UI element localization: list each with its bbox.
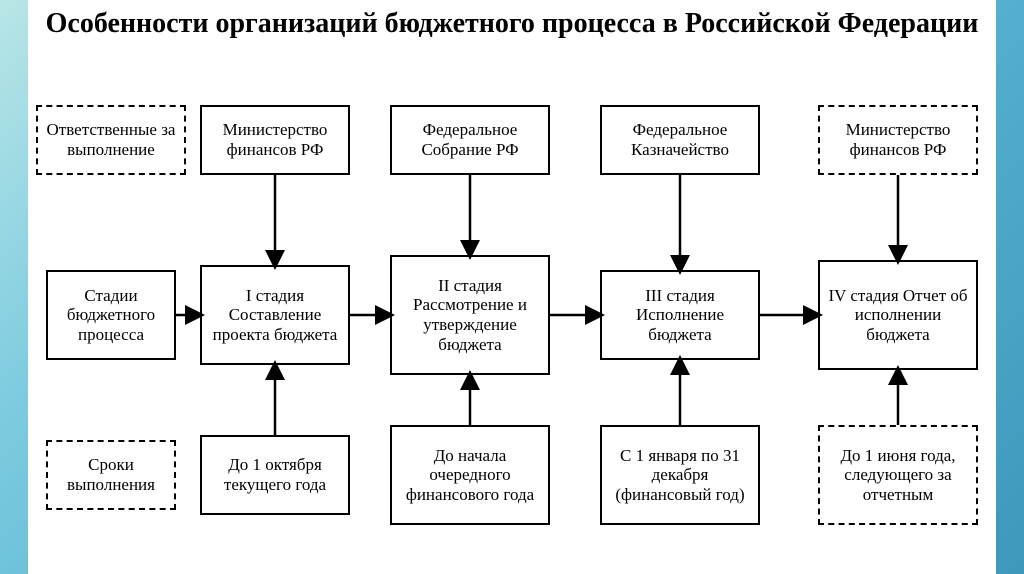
box-stages-label: Стадии бюджетного процесса	[46, 270, 176, 360]
slide-canvas: Особенности организаций бюджетного проце…	[28, 0, 996, 574]
box-deadline-3: С 1 января по 31 декабря (финансовый год…	[600, 425, 760, 525]
page-title: Особенности организаций бюджетного проце…	[28, 6, 996, 41]
box-responsible-2: Федеральное Собрание РФ	[390, 105, 550, 175]
box-stage-3: III стадия Исполнение бюджета	[600, 270, 760, 360]
box-responsible-1: Министерство финансов РФ	[200, 105, 350, 175]
box-stage-1: I стадия Составление проекта бюджета	[200, 265, 350, 365]
box-stage-4: IV стадия Отчет об исполнении бюджета	[818, 260, 978, 370]
box-deadline-1: До 1 октября текущего года	[200, 435, 350, 515]
box-deadlines-label: Сроки выполнения	[46, 440, 176, 510]
box-deadline-2: До начала очередного финансового года	[390, 425, 550, 525]
box-stage-2: II стадия Рассмотрение и утверждение бюд…	[390, 255, 550, 375]
box-responsible-4: Министерство финансов РФ	[818, 105, 978, 175]
box-responsible-label: Ответственные за выполнение	[36, 105, 186, 175]
box-responsible-3: Федеральное Казначейство	[600, 105, 760, 175]
box-deadline-4: До 1 июня года, следующего за отчетным	[818, 425, 978, 525]
